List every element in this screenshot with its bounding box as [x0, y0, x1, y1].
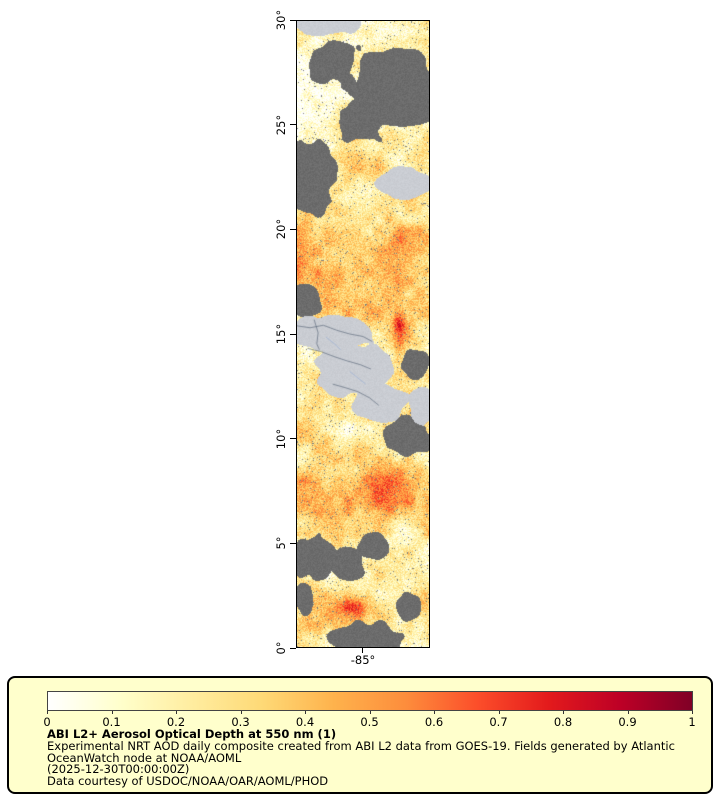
colorbar-tick-mark	[240, 711, 242, 714]
latitude-tick-label: 10°	[274, 428, 288, 449]
latitude-tick-mark	[290, 647, 296, 649]
legend-panel: ABI L2+ Aerosol Optical Depth at 550 nm …	[7, 676, 713, 794]
legend-description: Experimental NRT AOD daily composite cre…	[47, 738, 675, 765]
colorbar-tick-label: 1	[688, 715, 696, 729]
latitude-tick-label: 20°	[274, 219, 288, 240]
colorbar-tick-mark	[692, 711, 693, 714]
latitude-tick-label: 15°	[274, 323, 288, 345]
colorbar-tick-mark	[434, 711, 435, 714]
colorbar-tick-label: 0.8	[553, 715, 573, 729]
latitude-tick-label: 30°	[274, 9, 288, 31]
colorbar-tick-label: 0.9	[618, 715, 637, 729]
latitude-tick-mark	[290, 438, 296, 440]
colorbar-tick-mark	[369, 711, 371, 714]
colorbar-tick-label: 0.1	[102, 715, 121, 729]
longitude-tick-mark	[362, 648, 363, 653]
latitude-tick-mark	[290, 124, 296, 126]
colorbar-tick-labels: 0 0.1 0.2 0.3 0.4 0.5 0.6 0.7 0.8 0.9 1	[9, 678, 711, 792]
longitude-tick-label: -85°	[350, 653, 376, 667]
colorbar-tick-label: 0.5	[360, 715, 379, 729]
aod-colorbar	[47, 691, 693, 711]
colorbar-tick-mark	[305, 711, 306, 714]
colorbar-tick-label: 0.4	[295, 715, 315, 729]
colorbar-tick-mark	[627, 711, 629, 714]
colorbar-tick-label: 0.3	[231, 715, 250, 729]
latitude-tick-label: 0°	[274, 641, 288, 655]
latitude-tick-label: 25°	[274, 114, 288, 135]
colorbar-tick-mark	[47, 711, 48, 714]
colorbar-tick-label: 0.2	[166, 715, 186, 729]
latitude-tick-mark	[290, 228, 296, 230]
colorbar-tick-mark	[176, 711, 177, 714]
colorbar-tick-label: 0	[43, 715, 51, 729]
latitude-tick-mark	[290, 333, 296, 335]
colorbar-tick-mark	[563, 711, 564, 714]
colorbar-tick-label: 0.7	[489, 715, 508, 729]
legend-timestamp: (2025-12-30T00:00:00Z)	[47, 762, 190, 777]
aod-map-canvas	[297, 21, 429, 647]
colorbar-tick-mark	[498, 711, 500, 714]
aod-map-frame	[296, 20, 430, 648]
latitude-tick-mark	[290, 19, 296, 21]
latitude-tick-label: 5°	[274, 536, 288, 550]
legend-title: ABI L2+ Aerosol Optical Depth at 550 nm …	[47, 727, 337, 741]
legend-credit: Data courtesy of USDOC/NOAA/OAR/AOML/PHO…	[47, 774, 329, 789]
colorbar-tick-label: 0.6	[424, 715, 444, 729]
colorbar-tick-mark	[111, 711, 113, 714]
latitude-tick-mark	[290, 542, 296, 544]
legend-text-block: ABI L2+ Aerosol Optical Depth at 550 nm …	[47, 727, 695, 789]
